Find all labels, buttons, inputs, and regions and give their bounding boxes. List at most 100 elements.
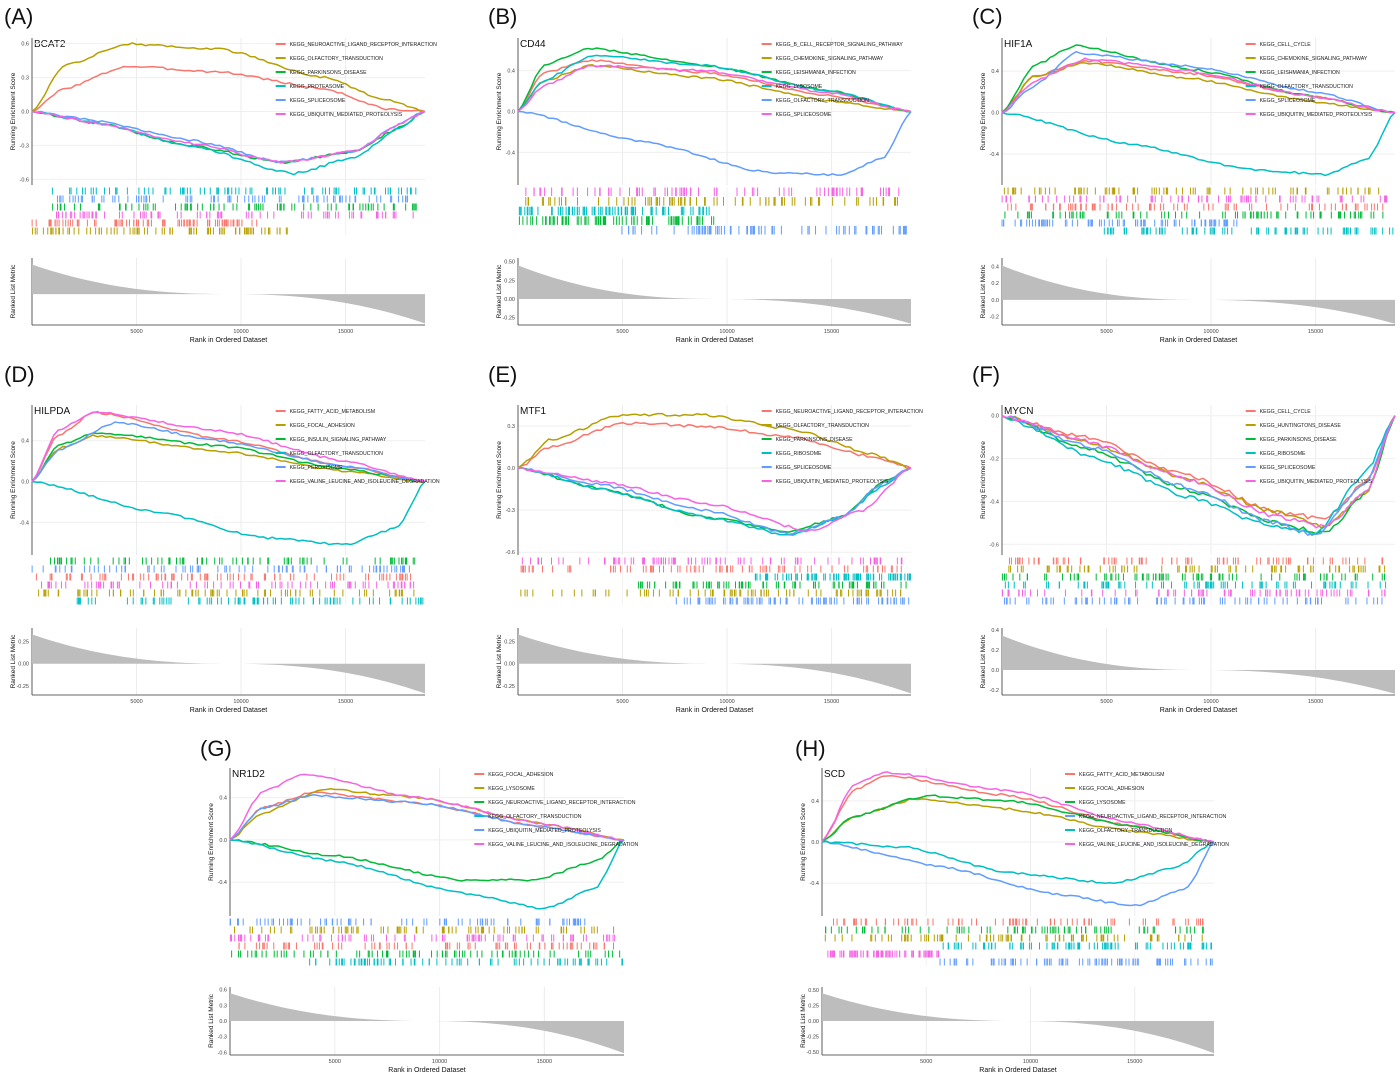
legend-label: KEGG_SPLICEOSOME [776,465,832,471]
legend-label: KEGG_RIBOSOME [776,451,822,457]
legend-label: KEGG_SPLICEOSOME [776,112,832,118]
es-series-line [517,412,911,469]
es-series-line [821,840,1215,907]
rank-tick-label: 0.0 [991,298,999,304]
legend-label: KEGG_LEISHMANIA_INFECTION [1260,70,1340,76]
x-tick-label: 5000 [329,1059,341,1065]
rank-tick-label: 0.25 [18,639,29,645]
es-tick-label: 0.6 [21,42,29,48]
legend-label: KEGG_FOCAL_ADHESION [1079,786,1144,792]
gene-title: NR1D2 [232,769,265,780]
x-tick-label: 15000 [338,699,353,705]
legend-label: KEGG_PARKINSONS_DISEASE [1260,437,1337,443]
x-tick-label: 5000 [130,329,142,335]
panel-label: (A) [4,4,33,29]
legend-label: KEGG_LEISHMANIA_INFECTION [776,70,856,76]
legend-label: KEGG_UBIQUITIN_MEDIATED_PROTEOLYSIS [1260,479,1373,485]
es-series-line [1001,415,1396,536]
legend-label: KEGG_CHEMOKINE_SIGNALING_PATHWAY [1260,56,1368,62]
rank-tick-label: -0.25 [16,684,29,690]
ranked-metric-area [518,265,911,324]
legend-label: KEGG_FOCAL_ADHESION [488,772,553,778]
rank-tick-label: -0.25 [806,1034,819,1040]
es-tick-label: 0.4 [507,69,515,75]
legend-label: KEGG_SPLICEOSOME [290,98,346,104]
panel-label: (F) [972,362,1000,387]
es-series-line [31,110,426,176]
rank-tick-label: 0.25 [504,639,515,645]
rank-tick-label: -0.50 [806,1050,819,1056]
es-tick-label: 0.0 [811,840,819,846]
rank-tick-label: -0.3 [218,1035,227,1041]
rank-tick-label: 0.4 [991,264,999,270]
panel-label: (G) [200,736,232,761]
es-series-line [229,773,625,841]
es-series-line [1001,111,1396,177]
panel-label: (B) [488,4,517,29]
x-axis-label: Rank in Ordered Dataset [1160,707,1237,714]
rank-tick-label: 0.2 [991,281,999,287]
es-axis-label: Running Enrichment Score [800,803,807,881]
gene-title: HILPDA [34,406,70,417]
rank-tick-label: 0.3 [219,1003,227,1009]
es-tick-label: -0.4 [990,152,999,158]
es-series-line [31,480,426,546]
es-series-line [229,839,625,882]
es-series-line [31,110,426,164]
gene-title: CD44 [520,39,546,50]
rank-axis-label: Ranked List Metric [496,634,503,689]
es-tick-label: -0.4 [810,881,819,887]
x-tick-label: 15000 [1127,1059,1142,1065]
es-tick-label: 0.3 [507,424,515,430]
es-series-line [517,54,911,113]
x-tick-label: 5000 [1100,699,1112,705]
x-axis-label: Rank in Ordered Dataset [979,1067,1056,1074]
es-series-line [31,434,425,483]
x-tick-label: 10000 [1203,329,1218,335]
es-tick-label: 0.4 [219,796,227,802]
es-series-line [31,411,426,483]
es-tick-label: -0.6 [20,177,29,183]
gsea-panel: (A)BCAT2 0.6 0.3 0.0 -0.3 -0.6 5000 10000 15000 R… [4,4,437,344]
gsea-panel: (C)HIF1A 0.4 0.0 -0.4 0.4 0.2 0.0 -0.2 5000 10000… [972,4,1396,344]
legend-label: KEGG_CHEMOKINE_SIGNALING_PATHWAY [776,56,884,62]
panel-label: (E) [488,362,517,387]
legend-label: KEGG_OLFACTORY_TRANSDUCTION [290,451,383,457]
rank-tick-label: -0.2 [990,688,999,694]
gsea-panel: (H) SCD 0.4 0.0 -0.4 0.50 0.25 0.00 -0.25 -0.50 50… [795,736,1229,1074]
es-series-line [1001,415,1396,529]
legend-label: KEGG_OLFACTORY_TRANSDUCTION [776,423,869,429]
es-tick-label: 0.0 [21,480,29,486]
ranked-metric-area [1002,635,1395,694]
x-tick-label: 5000 [616,329,628,335]
es-series-line [821,798,1214,843]
legend-label: KEGG_LYSOSOME [488,786,535,792]
x-tick-label: 10000 [233,329,248,335]
rank-tick-label: 0.00 [18,662,29,668]
x-axis-label: Rank in Ordered Dataset [676,337,753,344]
legend-label: KEGG_OLFACTORY_TRANSDUCTION [776,98,869,104]
x-axis-label: Rank in Ordered Dataset [1160,337,1237,344]
rank-axis-label: Ranked List Metric [980,634,987,689]
legend-label: KEGG_CELL_CYCLE [1260,42,1312,48]
x-tick-label: 5000 [130,699,142,705]
legend-label: KEGG_PARKINSONS_DISEASE [776,437,853,443]
gene-title: SCD [824,769,845,780]
x-tick-label: 15000 [1308,699,1323,705]
rank-tick-label: 0.2 [991,648,999,654]
es-tick-label: 0.0 [21,110,29,116]
gene-title: MYCN [1004,406,1033,417]
es-tick-label: -0.4 [218,880,227,886]
panel-label: (H) [795,736,826,761]
es-series-line [1001,50,1396,114]
es-tick-label: -0.3 [20,143,29,149]
es-tick-label: 0.0 [507,466,515,472]
rank-axis-label: Ranked List Metric [10,264,17,319]
legend-label: KEGG_LYSOSOME [1079,800,1126,806]
legend-label: KEGG_RIBOSOME [1260,451,1306,457]
es-series-line [1001,57,1396,114]
rank-tick-label: -0.25 [502,316,515,322]
legend-label: KEGG_OLFACTORY_TRANSDUCTION [1260,84,1353,90]
rank-tick-label: -0.25 [502,684,515,690]
legend-label: KEGG_UBIQUITIN_MEDIATED_PROTEOLYSIS [776,479,889,485]
